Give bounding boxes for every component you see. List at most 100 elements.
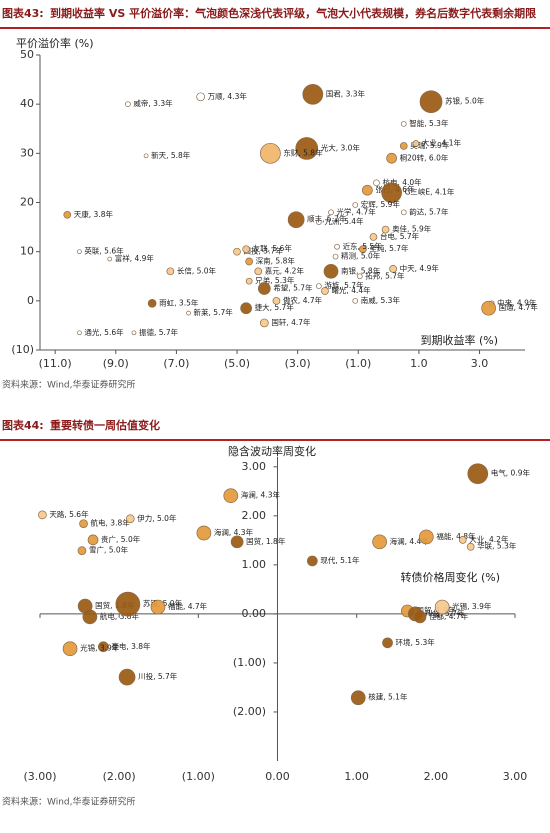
y-tick-label: 20: [20, 196, 34, 209]
bubble: [352, 202, 359, 208]
y-tick-label: 40: [20, 97, 34, 110]
point-label: 新天, 5.8年: [151, 150, 191, 160]
bubble: [358, 245, 367, 254]
x-tick-label: (5.0): [224, 357, 250, 370]
bubble: [196, 525, 212, 541]
bubble: [381, 225, 390, 234]
bubble: [77, 249, 82, 255]
point-label: 威帝, 3.3年: [133, 98, 173, 108]
bubble: [373, 179, 380, 187]
chart-title: 重要转债一周估值变化: [50, 418, 160, 432]
point-label: 核建, 5.1年: [368, 692, 408, 702]
y-tick-label: 50: [20, 48, 34, 61]
y-axis-label: 隐含波动率周变化: [228, 444, 316, 458]
bubble: [131, 330, 137, 336]
bubble: [369, 233, 378, 241]
bubble: [399, 142, 408, 150]
bubble: [381, 182, 402, 204]
bubble: [316, 283, 322, 289]
bubble: [350, 690, 366, 706]
bubble: [332, 253, 339, 260]
bubble: [418, 529, 434, 545]
point-label: 台电, 5.7年: [380, 231, 420, 241]
bubble: [242, 245, 250, 254]
point-label: 精测, 5.0年: [341, 251, 381, 261]
x-tick-label: 2.00: [424, 770, 449, 783]
point-label: 国投, 3.7年: [244, 246, 284, 256]
point-label: 桐20转, 6.0年: [400, 152, 449, 162]
x-tick-label: 1.00: [344, 770, 369, 783]
y-tick-label: 3.00: [242, 460, 267, 473]
point-label: 川投, 5.7年: [138, 671, 178, 681]
bubble: [125, 514, 135, 524]
bubble: [295, 137, 319, 160]
bubble: [254, 267, 263, 276]
bubble: [458, 536, 467, 544]
bubble: [413, 610, 427, 624]
point-label: 兄弟, 5.3年: [255, 275, 295, 285]
bubble: [466, 542, 475, 551]
point-label: 大业, 4.2年: [469, 534, 509, 544]
bubble: [467, 463, 489, 485]
y-tick-label: (2.00): [233, 705, 266, 718]
point-label: 光锡, 3.9年: [452, 601, 492, 611]
bubble: [245, 257, 254, 266]
point-label: 福能, 4.7年: [168, 601, 208, 611]
bubble: [287, 211, 305, 229]
y-tick-label: 10: [20, 245, 34, 258]
x-tick-label: (1.00): [182, 770, 215, 783]
bubble: [352, 297, 359, 304]
bubble: [166, 267, 175, 276]
bubble: [362, 184, 373, 196]
x-tick-label: (11.0): [39, 357, 72, 370]
point-label: 海澜, 4.4年: [390, 536, 430, 546]
bubble: [334, 243, 340, 250]
point-label: 福能, 4.8年: [436, 531, 476, 541]
point-label: 豪电, 3.8年: [111, 641, 151, 651]
point-label: 新莱, 5.7年: [194, 307, 234, 317]
point-label: 苏银, 5.0年: [445, 96, 485, 106]
bubble: [386, 152, 397, 164]
bubble: [147, 298, 157, 308]
bubble: [82, 609, 98, 625]
x-tick-label: (3.00): [23, 770, 56, 783]
point-label: 奥瑞, 5.9年: [410, 140, 450, 150]
point-label: 深南, 5.8年: [256, 256, 296, 266]
point-label: 顺丰, 5.7年: [307, 214, 347, 224]
point-label: 航电, 3.8年: [91, 518, 131, 528]
point-label: 天康, 3.8年: [74, 209, 114, 219]
chart-title: 到期收益率 VS 平价溢价率：气泡颜色深浅代表评级，气泡大小代表规模，券名后数字…: [50, 6, 536, 20]
point-label: 航电, 3.8年: [100, 611, 140, 621]
bubble: [419, 90, 443, 114]
x-tick-label: (7.0): [163, 357, 189, 370]
point-label: 雨虹, 3.5年: [159, 297, 199, 307]
bubble: [372, 534, 387, 550]
point-label: 雪广, 5.0年: [89, 545, 129, 555]
point-label: 振德, 5.7年: [139, 327, 179, 337]
x-tick-label: 3.0: [471, 357, 489, 370]
y-tick-label: (10): [11, 343, 34, 356]
bubble: [245, 277, 253, 285]
point-label: 南银, 5.8年: [341, 265, 381, 275]
point-label: 海澜, 4.3年: [214, 527, 254, 537]
point-label: 嘉元, 4.2年: [265, 265, 305, 275]
point-label: 国贸, 1.8年: [246, 536, 286, 546]
bubble: [79, 519, 88, 529]
point-label: 宏辉, 5.9年: [361, 199, 401, 209]
bubble: [316, 219, 322, 226]
bubble: [328, 209, 334, 216]
point-label: 光大, 3.0年: [321, 142, 361, 152]
x-tick-label: 1.0: [410, 357, 428, 370]
bubble: [306, 555, 318, 567]
bubble: [125, 101, 131, 108]
point-label: 中来, 4.9年: [497, 297, 537, 307]
bubble: [233, 247, 241, 256]
figure-number: 图表43:: [2, 6, 44, 20]
bubble: [323, 263, 339, 279]
point-label: 捷大, 5.7年: [255, 302, 295, 312]
point-label: 环境, 5.3年: [396, 637, 436, 647]
bubble: [196, 92, 206, 102]
bubble: [240, 302, 252, 315]
x-axis-label: 转债价格周变化 (%): [400, 570, 500, 584]
